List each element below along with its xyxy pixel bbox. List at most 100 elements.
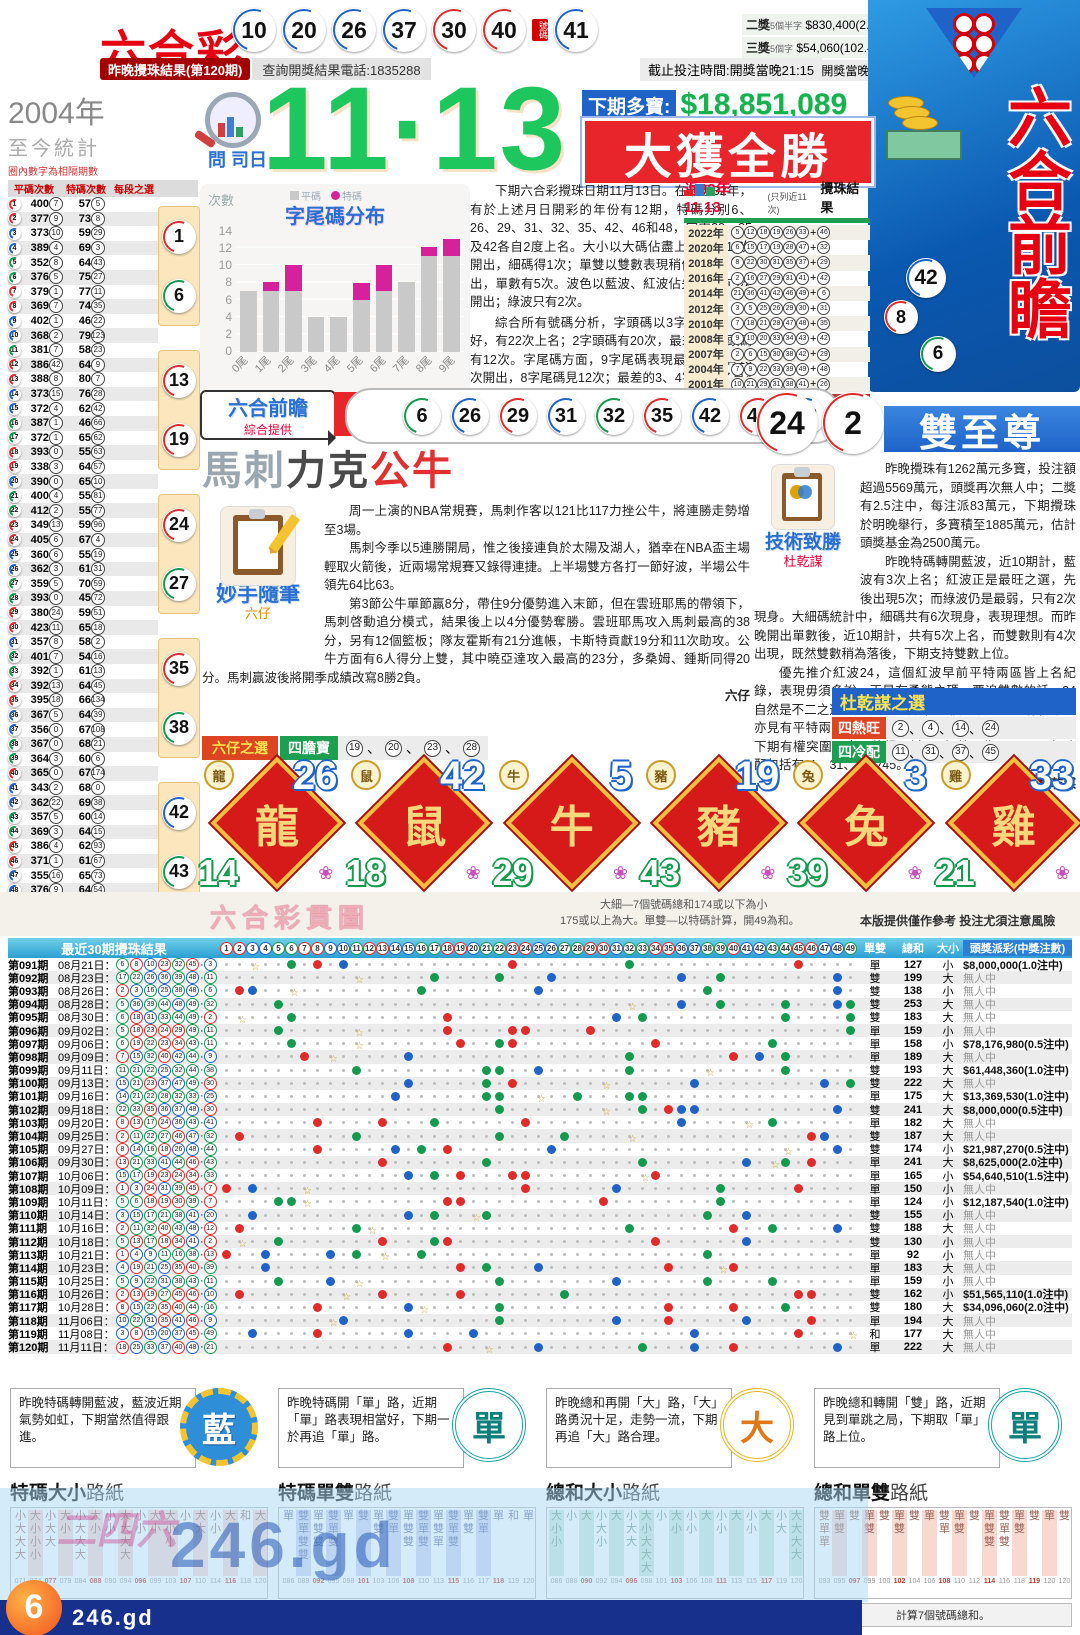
grid-cell [623, 1103, 636, 1116]
empty-dot [849, 1042, 852, 1046]
empty-dot [667, 976, 670, 980]
section-pick-ball: 6 [162, 278, 196, 313]
drawn-dot [521, 1171, 530, 1181]
drawn-dot [768, 1223, 777, 1233]
grid-cell: ☆ [298, 1182, 312, 1197]
empty-dot [420, 1108, 423, 1112]
grid-cell [675, 1341, 688, 1354]
empty-dot [758, 1240, 761, 1244]
grid-cell [688, 1116, 701, 1129]
drawn-dot [703, 1210, 712, 1220]
circled-number: 18 [91, 620, 105, 635]
grid-cell [467, 1130, 480, 1143]
x-tick: 6尾 [367, 354, 389, 376]
empty-dot [537, 1042, 540, 1046]
empty-dot [758, 1319, 761, 1323]
grid-cell [584, 971, 597, 984]
grid-cell [701, 1090, 714, 1103]
grid-cell [636, 1037, 649, 1050]
grid-cell [519, 1169, 532, 1182]
period-number: 098 [640, 1578, 653, 1585]
empty-dot [446, 1055, 449, 1059]
empty-dot [745, 1002, 748, 1006]
grid-cell [415, 1169, 428, 1182]
grid-cell [753, 1248, 766, 1261]
period-number: 120 [790, 1578, 803, 1585]
circled-number: 5 [116, 1274, 129, 1288]
grid-cell [350, 1288, 363, 1301]
grid-cell [662, 1327, 675, 1340]
grid-cell [233, 1314, 246, 1327]
empty-dot [537, 1160, 540, 1164]
circled-number: 59 [91, 576, 105, 591]
grid-cell [428, 1037, 441, 1050]
empty-dot [823, 1108, 826, 1112]
roadmap-panel: 昨晚總和轉開「雙」路，近期見到單跳之局，下期取「單」路上位。單總和單雙路紙雙單單… [814, 1388, 1072, 1627]
empty-dot [810, 1055, 813, 1059]
grid-cell [753, 1011, 766, 1024]
empty-dot [576, 1187, 579, 1191]
empty-dot [693, 1174, 696, 1178]
circled-number: 48 [796, 317, 809, 331]
empty-dot [810, 1147, 813, 1151]
grid-cell [376, 1222, 389, 1235]
roadmap-cell: 雙 [448, 1536, 459, 1548]
empty-dot [394, 1319, 397, 1323]
grid-cell [844, 1064, 857, 1077]
grid-cell [597, 1314, 610, 1327]
circled-number: 5 [116, 1024, 129, 1038]
grid-cell [220, 1011, 233, 1024]
period-number: 114 [983, 1578, 996, 1585]
payout-cell: $54,640,510(1.5注中) [963, 1170, 1069, 1183]
headline-part: 馬刺 [202, 449, 286, 493]
period-number: 101 [655, 1578, 668, 1585]
empty-dot [342, 976, 345, 980]
circled-number: 46 [186, 1155, 199, 1169]
empty-dot [524, 1068, 527, 1072]
grid-cell [571, 1222, 584, 1235]
empty-dot [524, 1094, 527, 1098]
empty-dot [680, 1213, 683, 1217]
roadmap-cell: 雙 [358, 1510, 369, 1522]
roadmap-column: 和 [506, 1510, 521, 1576]
coin-icon [902, 116, 938, 130]
grid-cell [714, 1064, 727, 1077]
empty-dot [472, 1266, 475, 1270]
circled-number: 49 [796, 286, 809, 300]
empty-dot [563, 1121, 566, 1125]
grid-cell [402, 1195, 415, 1208]
grid-cell [506, 984, 519, 997]
empty-dot [459, 1332, 462, 1336]
empty-dot [264, 1200, 267, 1204]
grid-cell [337, 1301, 350, 1314]
grid-cell [233, 1327, 246, 1340]
roadmap-cell: 小 [716, 1510, 727, 1522]
grid-cell [818, 1209, 831, 1222]
circled-number: 45 [186, 1327, 199, 1341]
empty-dot [329, 1108, 332, 1112]
empty-dot [459, 1226, 462, 1230]
empty-dot [277, 1213, 280, 1217]
grid-cell [441, 958, 454, 971]
drawn-dot [443, 1197, 452, 1207]
grid-cell [428, 1064, 441, 1077]
empty-dot [407, 1240, 410, 1244]
stats-ball: 17 [8, 431, 21, 445]
grid-cell [584, 1248, 597, 1261]
x-tick: 9尾 [436, 354, 458, 376]
empty-dot [264, 1174, 267, 1178]
grid-cell [662, 1288, 675, 1301]
circled-number: 35 [817, 317, 831, 331]
empty-dot [264, 1187, 267, 1191]
circled-number: 33 [770, 332, 783, 346]
empty-dot [719, 1134, 722, 1138]
drawn-dot [664, 1263, 673, 1273]
empty-dot [732, 1121, 735, 1125]
empty-dot [394, 989, 397, 993]
grid-cell [363, 1077, 376, 1090]
grid-cell [558, 1341, 571, 1354]
result-row: 第100期 09月13日： 15 21 23 37 47 49 · 30 ☆ 雙 222 大無人中 [8, 1076, 1072, 1091]
circled-number: 25 [757, 302, 770, 316]
grid-cell [831, 1275, 844, 1288]
grid-cell [506, 998, 519, 1011]
